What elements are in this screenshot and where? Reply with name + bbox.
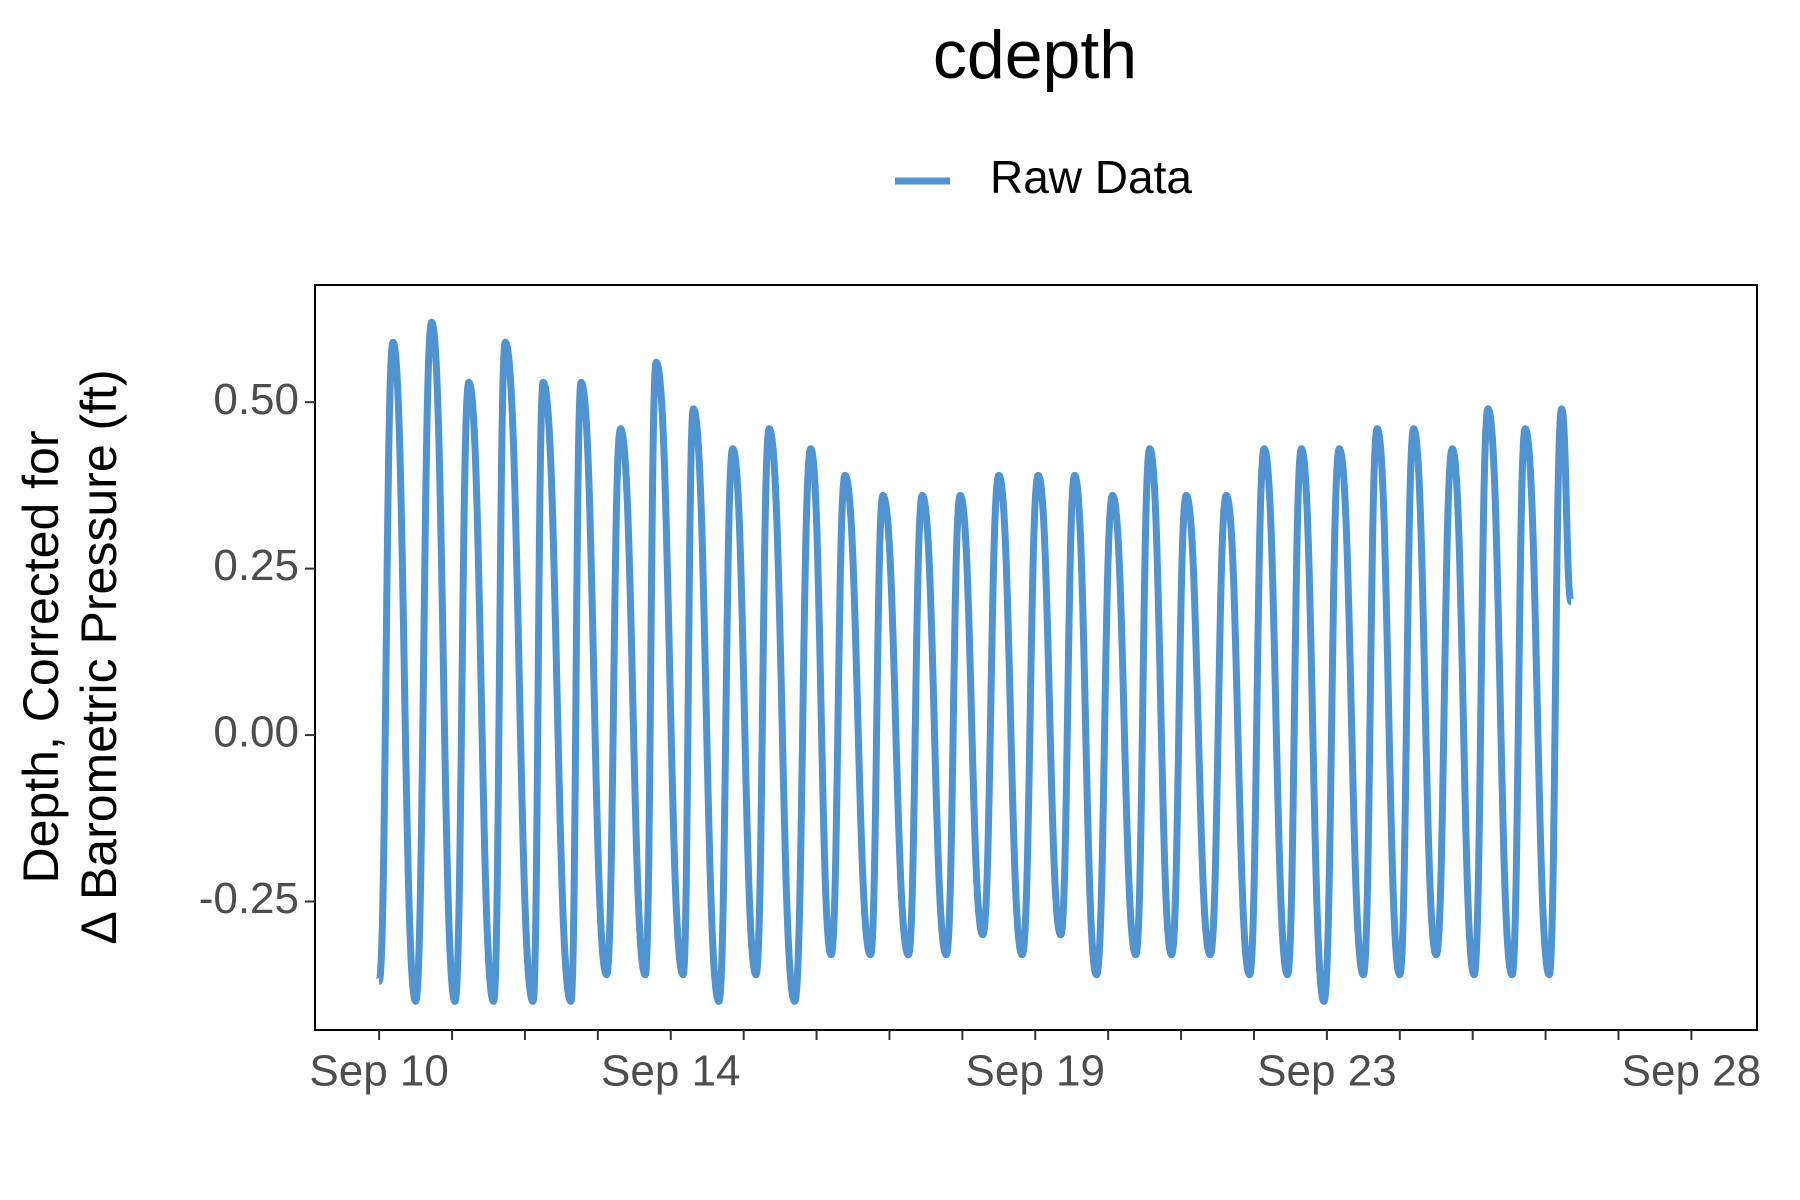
- legend-label: Raw Data: [990, 151, 1192, 203]
- x-tick-label: Sep 14: [601, 1047, 740, 1096]
- data-line: [375, 318, 1575, 1005]
- y-tick-label: -0.25: [199, 874, 299, 923]
- x-tick-label: Sep 23: [1257, 1047, 1396, 1096]
- y-tick-label: 0.50: [213, 375, 299, 424]
- chart-title: cdepth: [933, 17, 1137, 93]
- x-tick-label: Sep 10: [309, 1047, 448, 1096]
- y-axis-label: Δ Barometric Pressure (ft): [71, 369, 127, 944]
- x-tick-label: Sep 28: [1622, 1047, 1761, 1096]
- y-tick-label: 0.00: [213, 708, 299, 757]
- y-axis-label: Depth, Corrected for: [13, 431, 69, 884]
- y-tick-label: 0.25: [213, 541, 299, 590]
- x-tick-label: Sep 19: [966, 1047, 1105, 1096]
